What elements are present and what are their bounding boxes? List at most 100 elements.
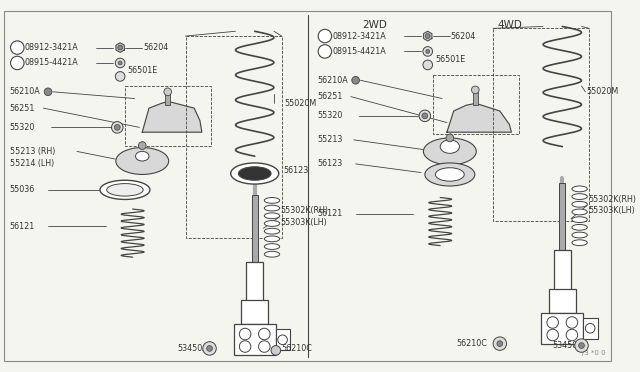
Circle shape — [547, 329, 559, 341]
Circle shape — [118, 61, 122, 65]
Ellipse shape — [572, 224, 588, 230]
Text: 56251: 56251 — [317, 92, 342, 101]
Ellipse shape — [440, 140, 460, 153]
Text: 55020M: 55020M — [285, 99, 317, 108]
Text: 56501E: 56501E — [128, 66, 158, 75]
Ellipse shape — [424, 138, 476, 165]
Text: 55320: 55320 — [10, 123, 35, 132]
Bar — [241, 300, 268, 324]
Text: 56210C: 56210C — [282, 344, 312, 353]
Bar — [541, 313, 584, 344]
Circle shape — [352, 76, 360, 84]
Text: 08912-3421A: 08912-3421A — [25, 43, 79, 52]
Text: 08912-3421A: 08912-3421A — [333, 32, 387, 41]
Bar — [276, 329, 291, 350]
Circle shape — [423, 60, 433, 70]
Polygon shape — [424, 31, 432, 41]
Text: 56210A: 56210A — [317, 76, 348, 85]
Circle shape — [115, 58, 125, 68]
Ellipse shape — [264, 228, 280, 234]
Circle shape — [575, 339, 588, 352]
Text: 08915-4421A: 08915-4421A — [25, 58, 79, 67]
Ellipse shape — [100, 180, 150, 199]
Polygon shape — [142, 102, 202, 132]
Text: 08915-4421A: 08915-4421A — [333, 47, 387, 56]
Bar — [473, 92, 477, 105]
Text: 4WD: 4WD — [497, 19, 522, 29]
Bar — [433, 74, 519, 134]
Circle shape — [44, 88, 52, 96]
Circle shape — [446, 134, 454, 142]
Text: 55036: 55036 — [10, 185, 35, 194]
Bar — [554, 250, 571, 298]
Circle shape — [493, 337, 506, 350]
Circle shape — [271, 346, 281, 355]
Circle shape — [11, 41, 24, 54]
Circle shape — [318, 45, 332, 58]
Text: 55213 (RH): 55213 (RH) — [10, 147, 55, 156]
Ellipse shape — [572, 240, 588, 246]
Text: 56210C: 56210C — [456, 339, 488, 348]
Circle shape — [566, 317, 578, 328]
Circle shape — [426, 49, 429, 53]
Circle shape — [203, 342, 216, 355]
Bar — [165, 94, 170, 105]
Circle shape — [426, 33, 430, 38]
Circle shape — [419, 110, 431, 122]
Circle shape — [11, 56, 24, 70]
Text: 2WD: 2WD — [362, 19, 387, 29]
Circle shape — [115, 72, 125, 81]
Circle shape — [547, 317, 559, 328]
Circle shape — [207, 346, 212, 351]
Circle shape — [579, 343, 584, 349]
Text: 55302K(RH): 55302K(RH) — [588, 195, 636, 204]
Circle shape — [497, 341, 502, 347]
Polygon shape — [116, 43, 124, 52]
Text: 53450A: 53450A — [178, 344, 209, 353]
Text: 55213: 55213 — [317, 135, 342, 144]
Circle shape — [164, 88, 172, 96]
Ellipse shape — [264, 221, 280, 227]
Text: N: N — [322, 32, 328, 41]
Text: W: W — [321, 47, 328, 56]
Bar — [252, 195, 257, 262]
Text: 56501E: 56501E — [435, 55, 466, 64]
Bar — [584, 318, 598, 339]
Text: ^/3 *0 0: ^/3 *0 0 — [576, 350, 605, 356]
Bar — [559, 183, 565, 250]
Bar — [549, 289, 576, 313]
Ellipse shape — [425, 163, 475, 186]
Text: N: N — [15, 43, 20, 52]
Text: 56210A: 56210A — [10, 87, 40, 96]
Circle shape — [118, 45, 122, 50]
Text: 56204: 56204 — [143, 43, 168, 52]
Text: 55020M: 55020M — [586, 87, 619, 96]
Ellipse shape — [264, 236, 280, 242]
Bar — [493, 28, 589, 221]
Circle shape — [586, 323, 595, 333]
Ellipse shape — [136, 151, 149, 161]
Bar — [234, 324, 276, 355]
Circle shape — [566, 329, 578, 341]
Ellipse shape — [572, 186, 588, 192]
Text: 56121: 56121 — [317, 209, 342, 218]
Circle shape — [318, 29, 332, 43]
Ellipse shape — [572, 232, 588, 238]
Bar — [125, 86, 211, 145]
Circle shape — [111, 122, 123, 133]
Circle shape — [259, 341, 270, 352]
Ellipse shape — [264, 205, 280, 211]
Ellipse shape — [264, 244, 280, 250]
Text: 56204: 56204 — [451, 32, 476, 41]
Ellipse shape — [230, 163, 279, 184]
Ellipse shape — [264, 198, 280, 203]
Ellipse shape — [264, 251, 280, 257]
Circle shape — [472, 86, 479, 94]
Text: 56251: 56251 — [10, 104, 35, 113]
Text: 55320: 55320 — [317, 111, 342, 120]
Ellipse shape — [116, 148, 169, 174]
Text: 55303K(LH): 55303K(LH) — [281, 218, 328, 227]
Ellipse shape — [238, 167, 271, 180]
Circle shape — [259, 328, 270, 340]
Text: 56121: 56121 — [10, 222, 35, 231]
